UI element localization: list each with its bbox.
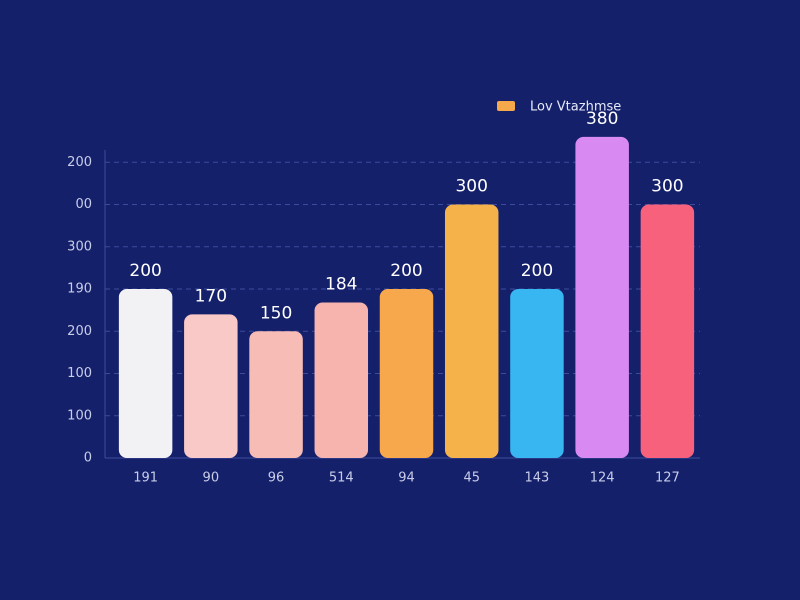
data-label: 200 [129,261,161,281]
data-label: 170 [195,286,227,306]
y-tick-label: 190 [67,282,92,297]
y-tick-label: 00 [75,197,92,212]
x-tick-label: 45 [463,471,480,486]
y-tick-label: 100 [67,366,92,381]
y-tick-label: 300 [67,239,92,254]
x-tick-label: 124 [590,471,615,486]
x-tick-label: 191 [133,471,158,486]
x-tick-label: 94 [398,471,415,486]
data-label: 200 [521,261,553,281]
data-label: 300 [455,177,487,197]
y-tick-label: 200 [67,155,92,170]
x-tick-label: 143 [525,471,550,486]
bar [640,204,695,458]
y-tick-label: 100 [67,408,92,423]
y-tick-label: 200 [67,324,92,339]
bar [575,136,629,458]
bar [510,289,564,458]
bar [118,289,173,458]
x-tick-label: 514 [329,471,354,486]
x-tick-label: 90 [203,471,220,486]
legend-label: Lov Vtazhmse [530,100,621,115]
bar [444,204,499,458]
data-label: 300 [651,177,683,197]
legend-swatch [497,101,515,111]
bar [314,302,369,458]
x-tick-label: 127 [655,471,680,486]
data-label: 200 [390,261,422,281]
data-label: 184 [325,275,357,295]
y-tick-label: 0 [84,451,92,466]
bar [379,289,434,458]
data-label: 150 [260,303,292,323]
bar [249,331,303,458]
data-label: 380 [586,109,618,129]
bar [184,314,238,458]
x-tick-label: 96 [268,471,285,486]
